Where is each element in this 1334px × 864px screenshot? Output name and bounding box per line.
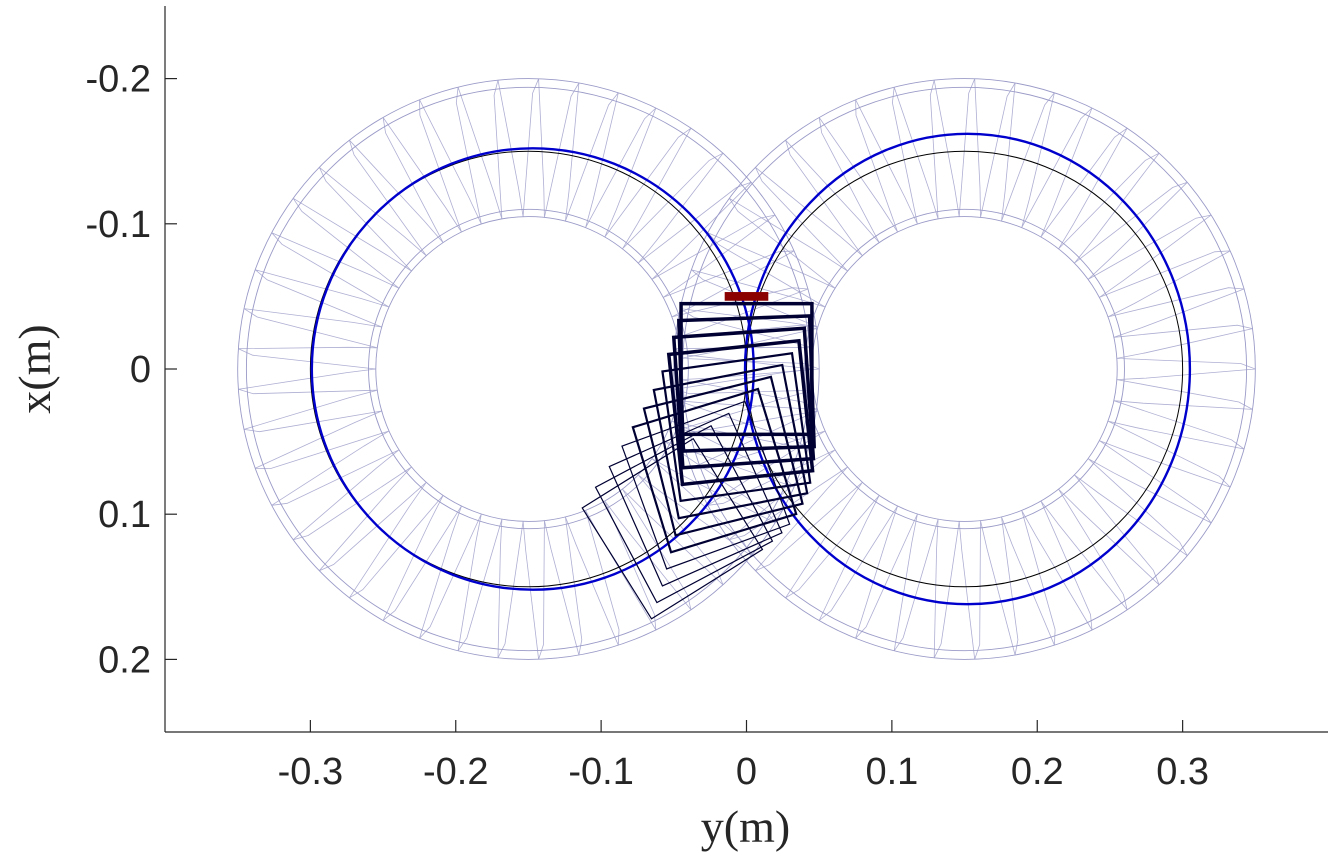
actual-path-left-lobe [310, 147, 755, 591]
reference-path-right-lobe [746, 150, 1184, 588]
x-tick-label: -0.1 [568, 751, 633, 793]
y-tick-label: 0.1 [98, 494, 151, 536]
footprint-ring [237, 78, 820, 660]
y-tick-label: -0.1 [86, 204, 151, 246]
robot-pose [642, 375, 804, 537]
robot-pose [652, 363, 809, 520]
robot-pose [631, 387, 798, 554]
robot-pose [677, 314, 816, 453]
footprint-band [237, 78, 820, 660]
robot-pose [671, 326, 816, 470]
robot-pose [594, 424, 774, 604]
x-axis-label: y(m) [701, 801, 790, 852]
y-tick-label: 0 [130, 349, 151, 391]
x-tick-label: 0.1 [865, 751, 918, 793]
robot-pose [608, 412, 783, 587]
footprint-ring [804, 208, 1125, 530]
y-tick-label: 0.2 [98, 639, 151, 681]
reference-path-layer [309, 150, 1184, 588]
footprint-ring [375, 216, 682, 522]
robot-pose [666, 338, 815, 487]
footprint-ring [368, 208, 689, 530]
actual-path-right-lobe [743, 132, 1192, 606]
robot-pose [581, 437, 764, 620]
actual-path-layer [310, 132, 1192, 606]
footprint-mesh [674, 78, 1256, 660]
x-tick-label: 0.2 [1011, 751, 1064, 793]
footprint-ring [811, 216, 1118, 522]
start-marker-layer [724, 292, 769, 301]
robot-pose [621, 400, 791, 570]
x-tick-label: -0.3 [278, 751, 343, 793]
robot-snapshots [581, 301, 816, 620]
axes: -0.3 -0.2 -0.1 0 0.1 0.2 0.3 -0.2 -0.1 0 0.1 0.2 [86, 6, 1328, 793]
y-axis-label: x(m) [9, 324, 60, 413]
footprint-mesh [238, 78, 820, 660]
x-tick-label: 0.3 [1156, 751, 1209, 793]
x-tick-label: -0.2 [423, 751, 488, 793]
robot-pose [661, 352, 812, 503]
start-marker [724, 292, 769, 301]
y-tick-label: -0.2 [86, 59, 151, 101]
x-tick-label: 0 [736, 751, 757, 793]
